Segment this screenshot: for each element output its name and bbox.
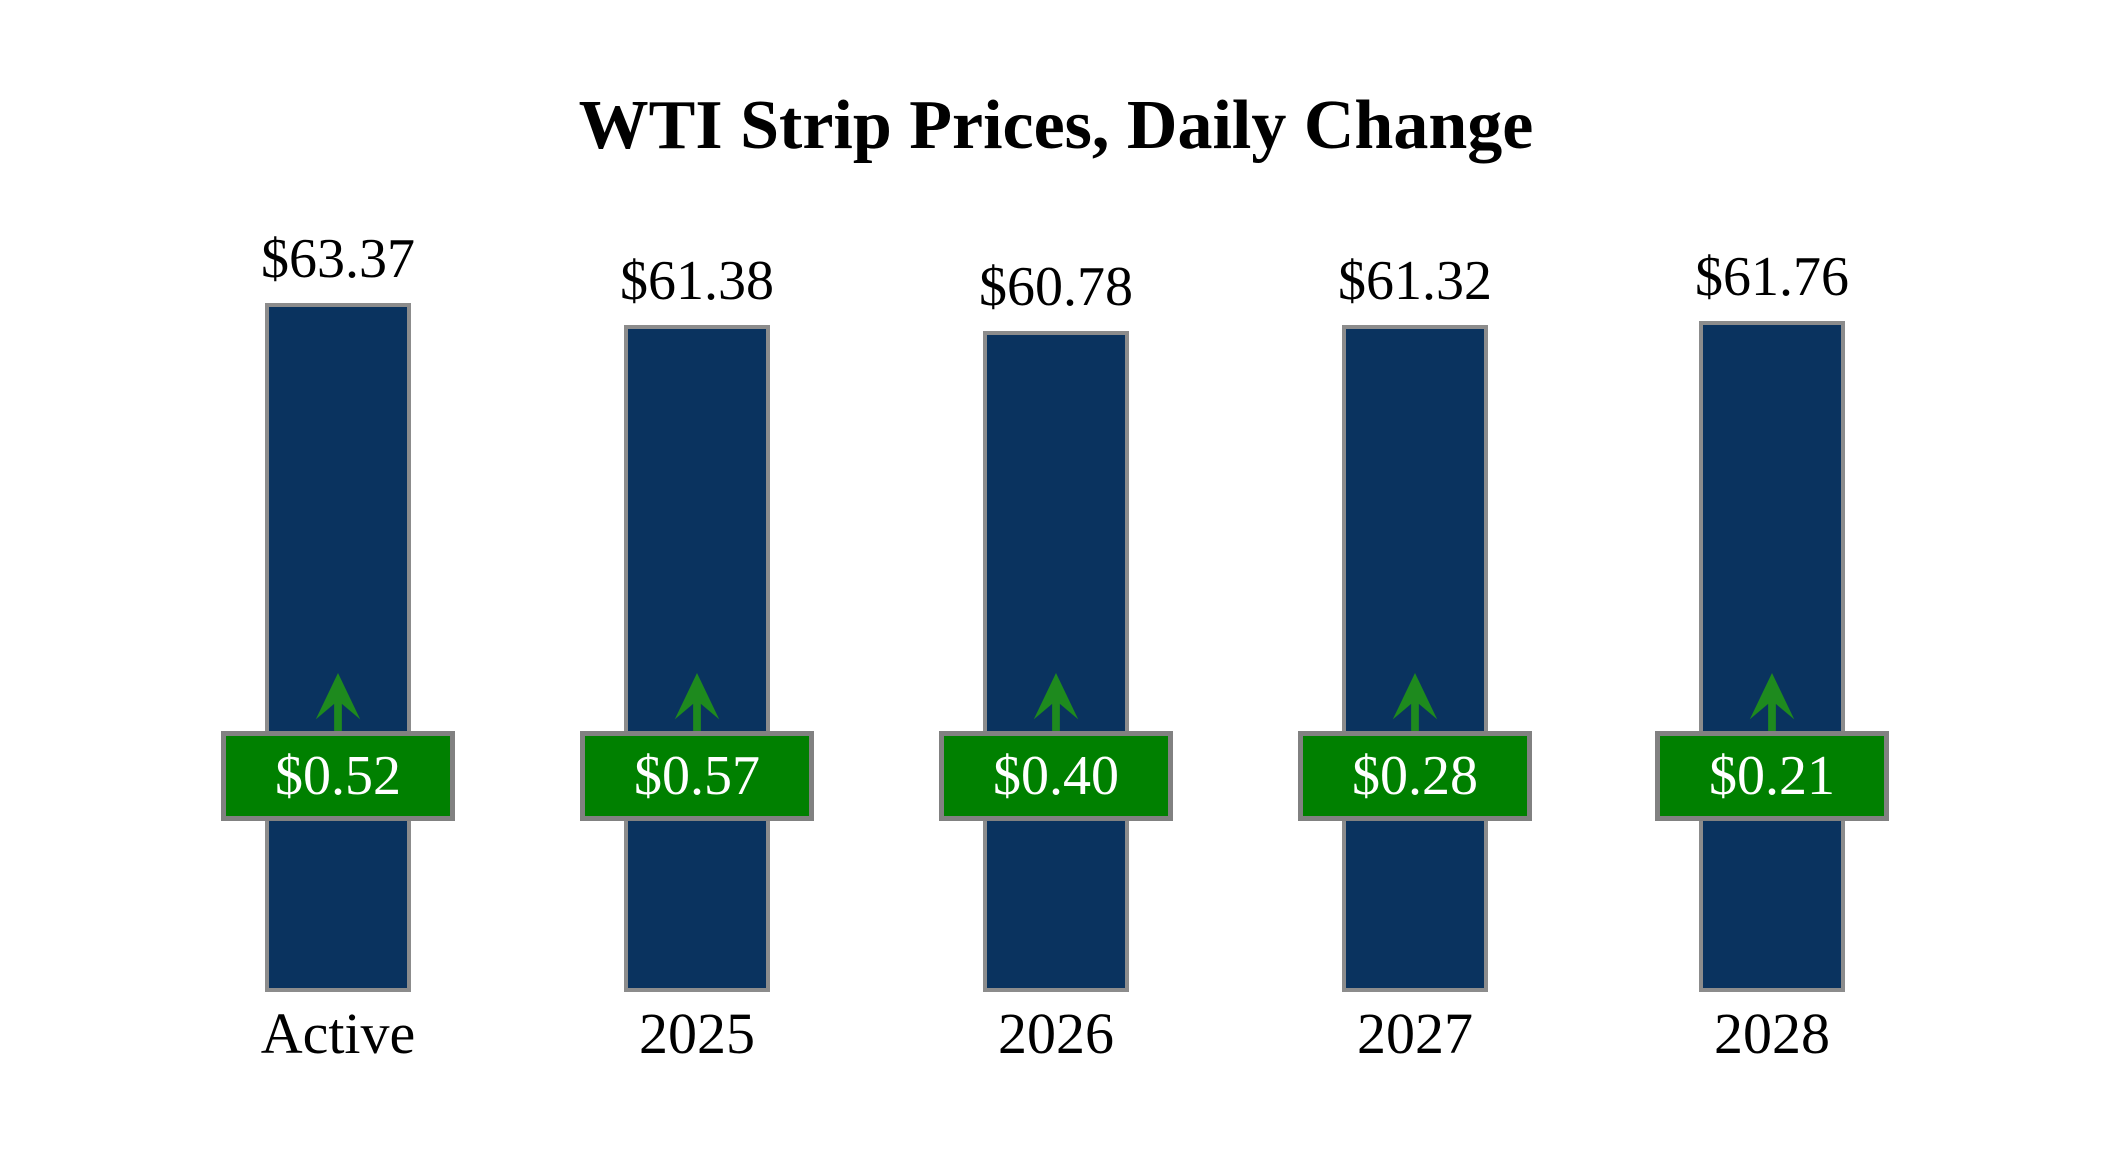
- up-arrow-icon: [1743, 673, 1801, 731]
- daily-change-value: $0.21: [1709, 745, 1835, 807]
- daily-change-badge: $0.21: [1655, 731, 1889, 821]
- up-arrow-icon: [668, 673, 726, 731]
- daily-change-value: $0.52: [275, 745, 401, 807]
- daily-change-value: $0.28: [1352, 745, 1478, 807]
- price-bar: [1342, 325, 1488, 992]
- daily-change-value: $0.40: [993, 745, 1119, 807]
- daily-change-value: $0.57: [634, 745, 760, 807]
- up-arrow-icon: [1386, 673, 1444, 731]
- daily-change-badge: $0.52: [221, 731, 455, 821]
- price-label: $61.32: [1338, 250, 1492, 312]
- bar-column-2028: $61.76 $0.21 2028: [1593, 0, 1952, 1152]
- price-label: $61.38: [620, 250, 774, 312]
- price-label: $63.37: [261, 228, 415, 290]
- category-label: 2027: [1357, 1001, 1473, 1066]
- daily-change-badge: $0.57: [580, 731, 814, 821]
- bar-column-2027: $61.32 $0.28 2027: [1236, 0, 1595, 1152]
- bar-column-2025: $61.38 $0.57 2025: [518, 0, 877, 1152]
- daily-change-badge: $0.40: [939, 731, 1173, 821]
- price-label: $61.76: [1695, 246, 1849, 308]
- bar-column-2026: $60.78 $0.40 2026: [877, 0, 1236, 1152]
- chart-title: WTI Strip Prices, Daily Change: [578, 87, 1534, 164]
- up-arrow-icon: [309, 673, 367, 731]
- category-label: 2028: [1714, 1001, 1830, 1066]
- price-bar: [983, 331, 1129, 992]
- daily-change-badge: $0.28: [1298, 731, 1532, 821]
- price-bar: [265, 303, 411, 992]
- price-bar: [1699, 321, 1845, 992]
- category-label: Active: [260, 1001, 416, 1066]
- category-label: 2025: [639, 1001, 755, 1066]
- up-arrow-icon: [1027, 673, 1085, 731]
- price-label: $60.78: [979, 256, 1133, 318]
- bar-column-active: $63.37 $0.52 Active: [159, 0, 518, 1152]
- category-label: 2026: [998, 1001, 1114, 1066]
- price-bar: [624, 325, 770, 992]
